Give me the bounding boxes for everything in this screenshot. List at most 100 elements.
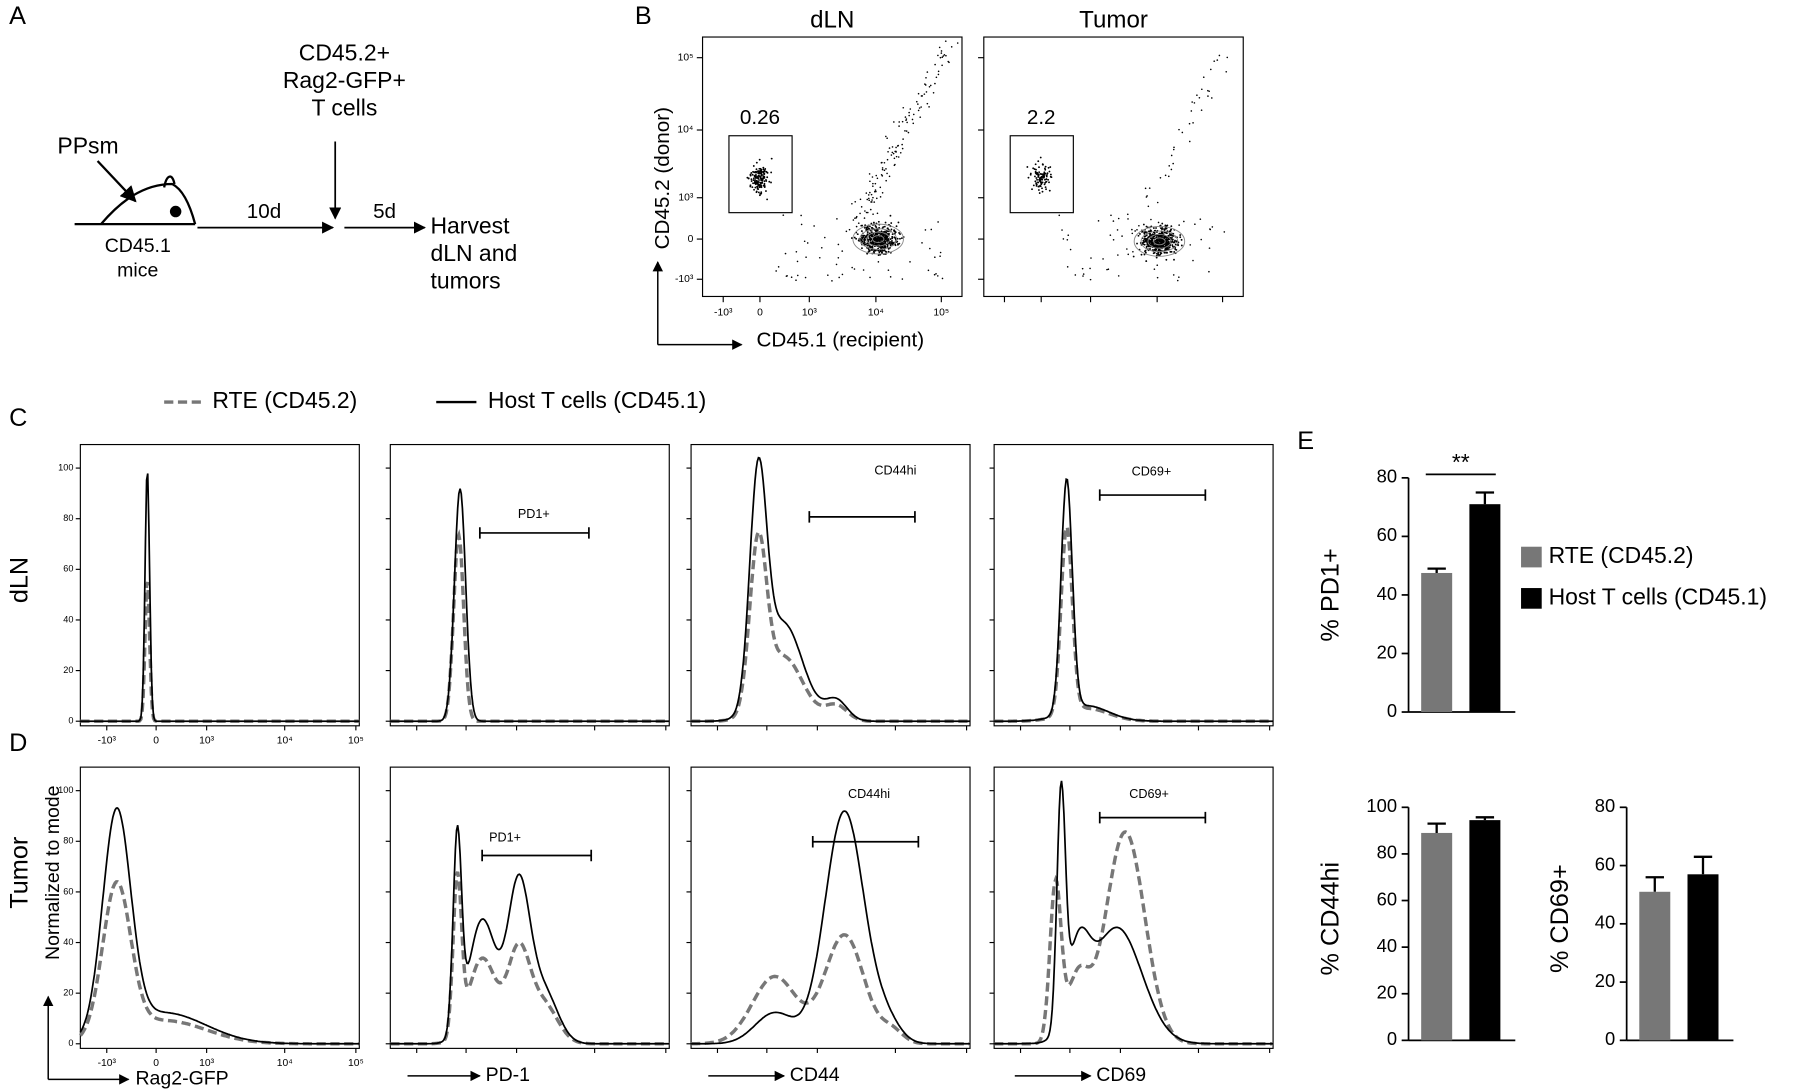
event-dot <box>853 236 856 239</box>
event-dot <box>1147 244 1150 247</box>
event-dot <box>861 247 863 250</box>
injection-arrow <box>96 160 137 203</box>
event-dot <box>930 228 933 231</box>
event-dot <box>1044 186 1047 189</box>
event-dot <box>1149 248 1152 250</box>
event-dot <box>934 256 936 259</box>
event-dot <box>902 106 905 109</box>
event-dot <box>881 167 884 169</box>
event-dot <box>1040 183 1043 186</box>
column-title: dLN <box>810 6 854 33</box>
event-dot <box>1039 177 1041 179</box>
gate-bar <box>1098 489 1207 501</box>
event-dot <box>941 277 944 280</box>
event-dot <box>1026 166 1029 168</box>
event-dot <box>1166 224 1169 227</box>
event-dot <box>1117 254 1119 256</box>
event-dot <box>885 135 887 138</box>
event-dot <box>1181 131 1184 134</box>
event-dot <box>869 208 872 211</box>
event-dot <box>754 174 757 177</box>
panel-label: C <box>9 404 27 432</box>
event-dot <box>877 239 880 242</box>
event-dot <box>866 242 869 245</box>
event-dot <box>1058 214 1061 217</box>
event-dot <box>1040 181 1043 184</box>
event-dot <box>870 233 873 236</box>
host-histogram <box>994 780 1274 1045</box>
dot-cloud <box>746 40 959 282</box>
event-dot <box>875 174 878 177</box>
x-tick-label: 0 <box>153 735 159 746</box>
event-dot <box>883 161 886 164</box>
event-dot <box>945 54 947 57</box>
event-dot <box>1171 244 1174 247</box>
event-dot <box>795 250 798 253</box>
event-dot <box>1145 196 1148 198</box>
event-dot <box>864 243 867 246</box>
x-tick-label: 10⁴ <box>868 307 884 318</box>
event-dot <box>950 46 953 48</box>
panel-label: A <box>9 2 26 30</box>
event-dot <box>1131 228 1133 231</box>
event-dot <box>1143 238 1146 241</box>
event-dot <box>886 137 888 140</box>
event-dot <box>886 158 889 161</box>
event-dot <box>863 217 866 219</box>
event-dot <box>841 250 844 252</box>
event-dot <box>868 250 871 253</box>
y-tick-label: 60 <box>1595 853 1615 874</box>
event-dot <box>851 266 853 269</box>
event-dot <box>765 190 767 192</box>
event-dot <box>894 237 897 240</box>
event-dot <box>1170 168 1173 171</box>
event-dot <box>804 276 807 279</box>
event-dot <box>823 236 826 239</box>
event-dot <box>1154 239 1156 242</box>
event-dot <box>926 71 929 73</box>
event-dot <box>883 169 886 172</box>
x-tick-label: 10³ <box>199 735 214 746</box>
x-axis-label: CD45.1 (recipient) <box>756 329 924 352</box>
event-dot <box>866 198 869 201</box>
y-tick-label: 10⁴ <box>677 125 693 136</box>
y-tick-label: 20 <box>63 665 73 675</box>
event-dot <box>886 172 888 175</box>
event-dot <box>1208 90 1210 93</box>
event-dot <box>1041 178 1044 181</box>
event-dot <box>1172 241 1175 244</box>
event-dot <box>1156 201 1159 204</box>
bar <box>1469 820 1501 1041</box>
event-dot <box>919 116 922 118</box>
event-dot <box>884 230 887 233</box>
event-dot <box>1164 231 1167 234</box>
event-dot <box>1146 243 1149 246</box>
event-dot <box>756 180 758 183</box>
event-dot <box>754 183 757 186</box>
y-axis-label: CD45.2 (donor) <box>651 107 674 249</box>
event-dot <box>943 54 946 56</box>
rte-histogram <box>994 830 1274 1046</box>
event-dot <box>860 230 863 232</box>
event-dot <box>936 275 939 277</box>
event-dot <box>1158 248 1161 251</box>
event-dot <box>870 231 873 234</box>
error-bar <box>1645 876 1664 892</box>
event-dot <box>755 171 757 174</box>
event-dot <box>752 179 755 181</box>
gate-value: 0.26 <box>740 106 780 129</box>
event-dot <box>1139 232 1141 235</box>
event-dot <box>763 169 766 172</box>
y-tick-label: 100 <box>58 785 73 795</box>
host-histogram <box>691 456 971 723</box>
event-dot <box>1188 140 1191 143</box>
y-tick-label: 40 <box>1377 935 1397 956</box>
event-dot <box>1107 268 1110 271</box>
event-dot <box>863 226 866 229</box>
event-dot <box>900 237 903 240</box>
event-dot <box>1213 60 1216 62</box>
event-dot <box>1035 184 1038 187</box>
event-dot <box>1175 240 1178 243</box>
event-dot <box>1039 180 1042 183</box>
event-dot <box>881 191 884 194</box>
